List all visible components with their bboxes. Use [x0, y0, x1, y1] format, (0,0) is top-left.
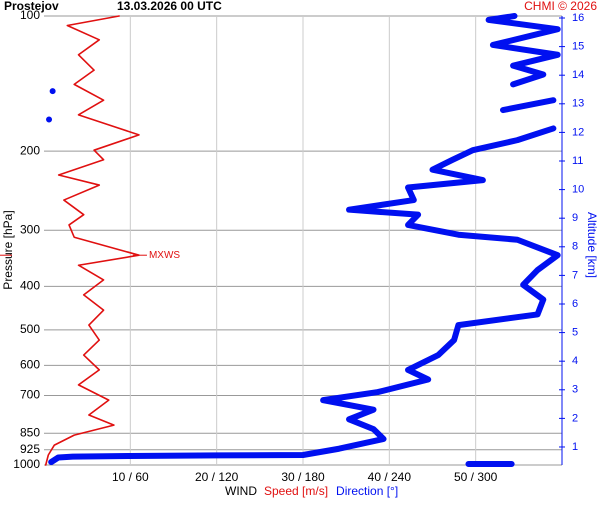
x-tick-label: 40 / 240	[368, 470, 412, 484]
y-tick-label: 200	[20, 143, 40, 157]
legend-label: Direction [°]	[336, 484, 398, 498]
y2-tick-label: 3	[572, 384, 578, 396]
y-tick-label: 400	[20, 278, 40, 292]
y2-tick-label: 13	[572, 98, 584, 110]
y2-tick-label: 1	[572, 441, 578, 453]
mxws-label: MXWS	[149, 250, 180, 261]
y2-tick-label: 2	[572, 412, 578, 424]
direction-line	[46, 13, 561, 468]
y2-tick-label: 11	[572, 155, 583, 167]
y-tick-label: 925	[20, 442, 40, 456]
credit: CHMI © 2026	[524, 0, 597, 13]
y-axis-label: Pressure [hPa]	[1, 210, 15, 289]
y2-tick-label: 5	[572, 326, 578, 338]
y2-tick-label: 8	[572, 241, 578, 253]
y2-tick-label: 4	[572, 355, 578, 367]
y2-tick-label: 16	[572, 12, 584, 24]
y-tick-label: 500	[20, 322, 40, 336]
chart-subtitle: 13.03.2026 00 UTC	[117, 0, 222, 13]
y2-tick-label: 6	[572, 298, 578, 310]
y-tick-label: 1000	[13, 457, 40, 471]
y2-axis-label: Altitude [km]	[585, 212, 599, 278]
y-tick-label: 100	[20, 8, 40, 22]
y2-tick-label: 14	[572, 69, 584, 81]
y2-tick-label: 15	[572, 41, 584, 53]
x-tick-label: 30 / 180	[281, 470, 325, 484]
x-tick-label: 50 / 300	[454, 470, 498, 484]
y-tick-label: 850	[20, 425, 40, 439]
y-tick-label: 600	[20, 358, 40, 372]
legend-label: Speed [m/s]	[264, 484, 328, 498]
x-axis-label: WIND	[225, 484, 257, 498]
chart-title: Prostejov	[4, 0, 59, 13]
y2-tick-label: 9	[572, 212, 578, 224]
y2-tick-label: 7	[572, 269, 578, 281]
y-tick-label: 300	[20, 222, 40, 236]
y2-tick-label: 10	[572, 184, 584, 196]
x-tick-label: 20 / 120	[195, 470, 239, 484]
y2-tick-label: 12	[572, 126, 584, 138]
x-tick-label: 10 / 60	[112, 470, 149, 484]
y-tick-label: 700	[20, 388, 40, 402]
speed-line	[44, 15, 140, 466]
